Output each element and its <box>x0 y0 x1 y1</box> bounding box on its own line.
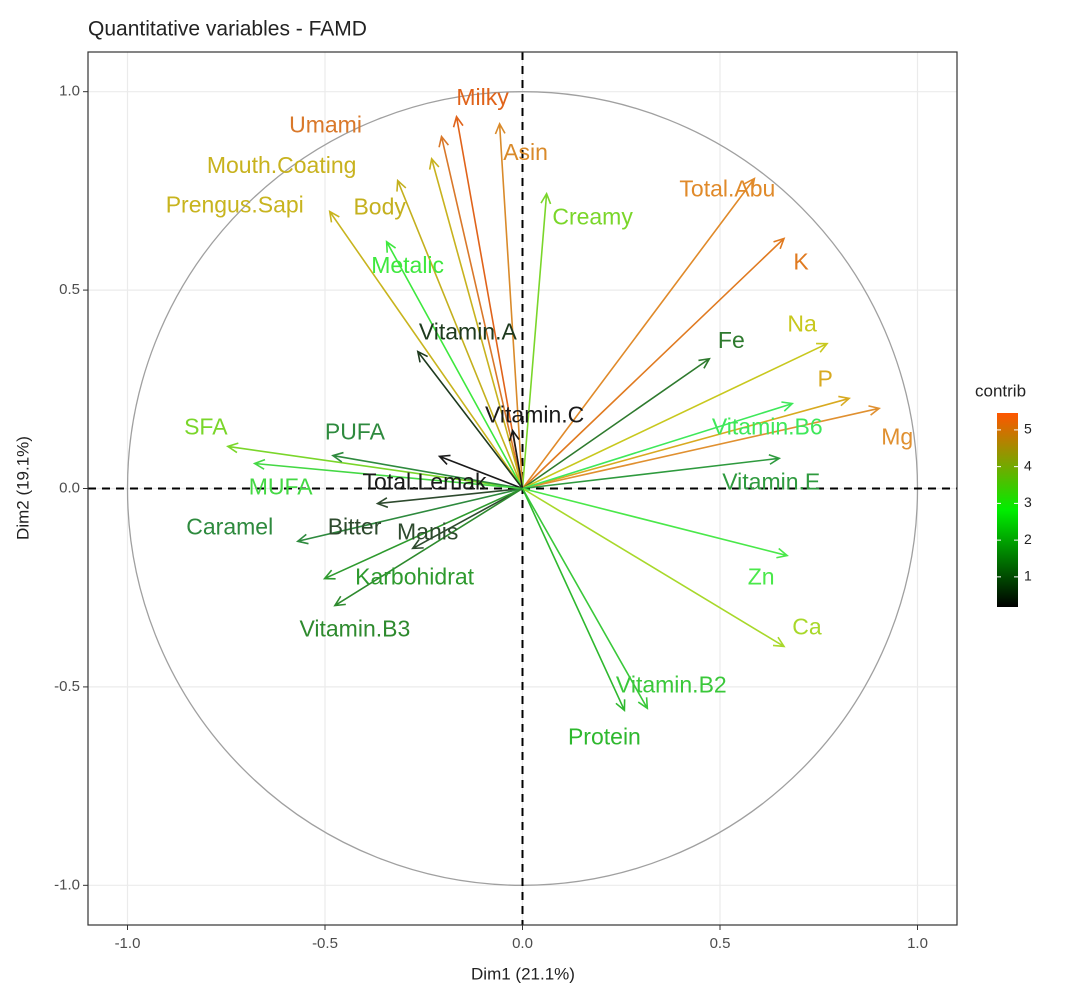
colorbar-label: 2 <box>1024 531 1032 547</box>
chart-title: Quantitative variables - FAMD <box>88 18 367 41</box>
variable-label: Total.Abu <box>679 176 775 202</box>
colorbar-label: 3 <box>1024 494 1032 510</box>
variable-label: Umami <box>289 112 362 138</box>
y-tick-label: 1.0 <box>59 83 80 100</box>
variable-label: P <box>817 366 832 392</box>
colorbar-label: 5 <box>1024 421 1032 437</box>
variable-label: Ca <box>792 614 822 640</box>
colorbar <box>997 413 1018 607</box>
variable-label: Vitamin.B6 <box>712 414 823 440</box>
x-tick-label: 0.0 <box>512 935 533 952</box>
variable-label: Milky <box>456 84 509 110</box>
y-tick-label: -0.5 <box>54 678 80 695</box>
variable-label: Mg <box>881 423 913 449</box>
chart: Quantitative variables - FAMD Dim1 (21.1… <box>0 0 1075 990</box>
variable-label: K <box>793 249 809 275</box>
y-tick-label: 0.0 <box>59 479 80 496</box>
variable-label: Vitamin.A <box>419 319 518 345</box>
variable-label: Vitamin.B3 <box>299 616 410 642</box>
x-axis-label: Dim1 (21.1%) <box>471 964 575 983</box>
variable-label: Vitamin.B2 <box>616 671 727 697</box>
variable-label: Karbohidrat <box>355 564 475 590</box>
y-tick-label: -1.0 <box>54 876 80 893</box>
colorbar-label: 1 <box>1024 568 1032 584</box>
variable-label: Creamy <box>552 204 633 230</box>
variable-label: Fe <box>718 327 745 353</box>
y-tick-label: 0.5 <box>59 281 80 298</box>
y-axis-label: Dim2 (19.1%) <box>13 436 32 540</box>
variable-label: Asin <box>503 139 548 165</box>
variable-label: Protein <box>568 723 641 749</box>
variable-label: Caramel <box>186 513 273 539</box>
variable-label: Mouth.Coating <box>207 152 357 178</box>
variable-label: Na <box>787 311 817 337</box>
colorbar-label: 4 <box>1024 457 1032 473</box>
x-tick-label: -0.5 <box>312 935 338 952</box>
variable-label: Manis <box>397 518 458 544</box>
variable-label: Bitter <box>328 514 382 540</box>
variable-label: Metalic <box>371 252 444 278</box>
variable-label: Total.Lemak <box>363 468 488 494</box>
variable-label: Vitamin.C <box>485 402 584 428</box>
x-tick-label: 0.5 <box>710 935 731 952</box>
variable-label: Vitamin.E <box>722 468 820 494</box>
variable-label: Body <box>353 194 406 220</box>
variable-label: MUFA <box>249 474 314 500</box>
variable-label: Zn <box>748 564 775 590</box>
variable-label: Prengus.Sapi <box>166 192 304 218</box>
x-tick-label: -1.0 <box>115 935 141 952</box>
variable-label: SFA <box>184 414 228 440</box>
legend-title: contrib <box>975 381 1026 400</box>
x-tick-label: 1.0 <box>907 935 928 952</box>
variable-label: PUFA <box>325 419 386 445</box>
